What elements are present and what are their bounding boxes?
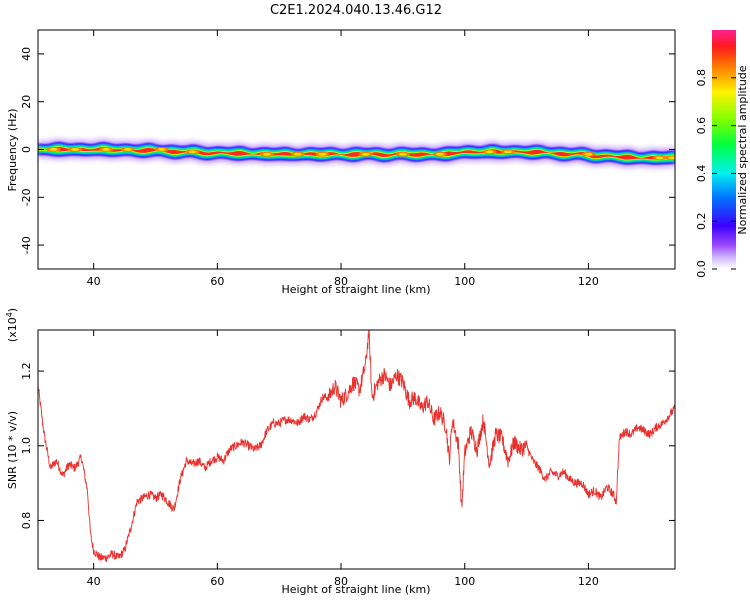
snr-x-tick-label: 120 (578, 575, 599, 588)
spectrogram-y-tick-label: -20 (20, 188, 33, 206)
colorbar-tick-label: 0.2 (695, 212, 708, 230)
colorbar-tick-label: 0.6 (695, 117, 708, 135)
colorbar-tick-label: 0.0 (695, 260, 708, 278)
snr-x-tick-label: 80 (334, 575, 348, 588)
heatmap-level-red (38, 146, 675, 160)
colorbar-tick-label: 0.4 (695, 165, 708, 183)
spectrogram-x-tick-label: 120 (578, 275, 599, 288)
heatmap-peak-core (667, 156, 675, 160)
spectrogram-y-tick-label: 0 (20, 146, 33, 153)
heatmap-peak-core (71, 148, 80, 151)
heatmap-peak-core (157, 148, 166, 151)
heatmap-peak-core (398, 152, 407, 156)
spectrogram-y-tick-label: 40 (20, 47, 33, 61)
spectrogram-panel: 40 60 80 100 120 -40 -20 0 20 40 Height of straig… (6, 29, 676, 296)
spectrogram-heatmap (38, 136, 675, 171)
colorbar-tick-label: 0.8 (695, 69, 708, 87)
heatmap-peak-core (102, 148, 111, 151)
snr-panel: 40 60 80 100 120 0.8 1.0 1.2 Height of straight… (5, 308, 676, 596)
heatmap-peak-core (435, 152, 444, 156)
figure-title: C2E1.2024.040.13.46.G12 (270, 3, 442, 18)
heatmap-peak-core (188, 150, 197, 154)
snr-series (38, 330, 675, 562)
colorbar: 0.0 0.2 0.4 0.6 0.8 Normalized spectral ampl… (695, 30, 749, 278)
heatmap-peak-core (655, 156, 664, 160)
snr-x-label: Height of straight line (km) (281, 583, 430, 596)
heatmap-peak-core (584, 152, 593, 156)
heatmap-peak-core (123, 148, 132, 151)
snr-frame (37, 329, 676, 570)
snr-y-exponent: (x104) (5, 308, 19, 342)
spectrogram-y-label: Frequency (Hz) (6, 109, 19, 192)
snr-y-tick-label: 1.2 (20, 362, 33, 380)
spectrogram-y-tick-label: 20 (20, 95, 33, 109)
spectrogram-y-tick-label: -40 (20, 236, 33, 254)
colorbar-label: Normalized spectral amplitude (736, 65, 749, 234)
colorbar-ticks: 0.0 0.2 0.4 0.6 0.8 (695, 69, 736, 278)
heatmap-peak-core (485, 150, 494, 154)
spectrogram-x-tick-label: 40 (87, 275, 101, 288)
spectrogram-x-tick-label: 80 (334, 275, 348, 288)
snr-line (38, 330, 675, 562)
snr-y-tick-label: 0.8 (20, 512, 33, 530)
heatmap-peak-core (49, 148, 58, 151)
spectrogram-x-tick-label: 100 (454, 275, 475, 288)
heatmap-peak-core (293, 152, 302, 156)
snr-x-tick-label: 60 (210, 575, 224, 588)
snr-ticks: 40 60 80 100 120 0.8 1.0 1.2 (20, 330, 675, 588)
colorbar-gradient (712, 30, 736, 269)
heatmap-peak-core (318, 152, 327, 156)
heatmap-peak-core (361, 152, 370, 156)
heatmap-peak-core (504, 150, 513, 154)
snr-y-label: SNR (10 * v/v) (6, 411, 19, 489)
spectrogram-ticks: 40 60 80 100 120 -40 -20 0 20 40 (20, 30, 675, 288)
snr-x-tick-label: 40 (87, 575, 101, 588)
heatmap-peak-core (262, 152, 271, 156)
spectrogram-x-tick-label: 60 (210, 275, 224, 288)
spectrogram-x-label: Height of straight line (km) (281, 283, 430, 296)
snr-x-tick-label: 100 (454, 575, 475, 588)
snr-y-tick-label: 1.0 (20, 437, 33, 455)
